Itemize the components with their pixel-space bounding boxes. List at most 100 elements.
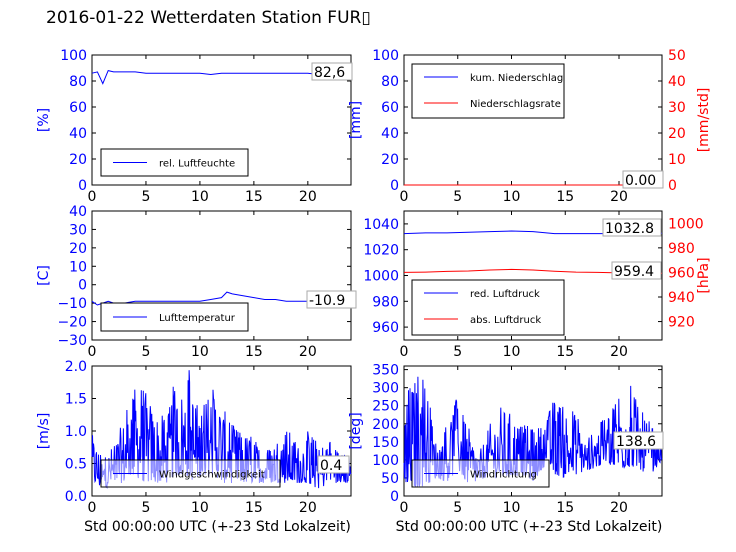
temperature-ytick-label: 20 [69,241,87,257]
temperature-ytick-label: 10 [69,259,87,275]
pressure-ytick-label: 1020 [363,243,399,259]
winddirection-ytick-label: 250 [372,399,399,415]
pressure-ytick-right-label: 1000 [668,216,704,232]
temperature-legend-label: Lufttemperatur [159,313,236,324]
humidity-xtick-label: 0 [88,189,97,205]
precipitation-ytick-label: 100 [372,48,399,64]
windspeed-ytick-label: 0.0 [65,489,87,505]
pressure-ytick-label: 1000 [363,269,399,285]
winddirection-ytick-label: 100 [372,453,399,469]
humidity-ytick-label: 40 [69,126,87,142]
pressure-ytick-label: 980 [372,294,399,310]
temperature-ytick-label: 40 [69,204,87,220]
precipitation-legend-label: kum. Niederschlag [470,73,563,84]
windspeed-xtick-label: 10 [191,500,209,516]
windspeed-value-label: 0.4 [320,458,342,474]
humidity-ytick-label: 60 [69,100,87,116]
precipitation-ytick-label: 20 [381,152,399,168]
humidity-ytick-label: 20 [69,152,87,168]
pressure-xtick-label: 20 [610,344,628,360]
precipitation-ytick-right-label: 50 [668,48,686,64]
winddirection-ytick-label: 50 [381,471,399,487]
humidity-xtick-label: 10 [191,189,209,205]
windspeed-ytick-label: 2.0 [65,359,87,375]
pressure-value-label: 1032.8 [605,221,654,237]
precipitation-value-label: 0.00 [625,173,656,189]
temperature-ytick-label: 30 [69,222,87,238]
precipitation-ytick-label: 80 [381,74,399,90]
pressure-value-box-right [611,261,662,280]
winddirection-ytick-label: 0 [390,489,399,505]
windspeed-xtick-label: 20 [299,500,317,516]
pressure-ytick-right-label: 940 [668,290,695,306]
precipitation-ytick-right-label: 20 [668,126,686,142]
temperature-ytick-label: −20 [57,315,87,331]
pressure-ytick-right-label: 920 [668,315,695,331]
winddirection-xtick-label: 5 [453,500,462,516]
temperature-xtick-label: 15 [245,344,263,360]
temperature-ytick-label: 0 [78,278,87,294]
precipitation-xtick-label: 5 [453,189,462,205]
winddirection-ytick-label: 150 [372,435,399,451]
pressure-legend-label: red. Luftdruck [470,289,540,300]
humidity-ylabel: [%] [36,108,52,132]
precipitation-xtick-label: 20 [610,189,628,205]
precipitation-ylabel: [mm] [348,101,364,139]
humidity-ytick-label: 0 [78,178,87,194]
pressure-ytick-label: 1040 [363,217,399,233]
winddirection-ytick-label: 200 [372,417,399,433]
temperature-value-box [306,290,357,309]
humidity-value-box [311,62,353,81]
windspeed-value-box [317,455,350,474]
temperature-xtick-label: 20 [299,344,317,360]
precipitation-xtick-label: 10 [503,189,521,205]
windspeed-xtick-label: 0 [88,500,97,516]
winddirection-ytick-label: 300 [372,381,399,397]
pressure-value-box [602,218,662,237]
pressure-xtick-label: 15 [556,344,574,360]
temperature-xtick-label: 0 [88,344,97,360]
humidity-xtick-label: 15 [245,189,263,205]
windspeed-xtick-label: 5 [141,500,150,516]
humidity-xtick-label: 20 [299,189,317,205]
winddirection-xtick-label: 15 [556,500,574,516]
winddirection-ylabel: [deg] [348,412,364,449]
pressure-value-label-right: 959.4 [614,264,654,280]
winddirection-xtick-label: 0 [400,500,409,516]
windspeed-xtick-label: 15 [245,500,263,516]
winddirection-value-label: 138.6 [616,434,656,450]
windspeed-xlabel: Std 00:00:00 UTC (+-23 Std Lokalzeit) [84,519,351,535]
precipitation-ytick-label: 0 [390,178,399,194]
windspeed-ytick-label: 1.5 [65,392,87,408]
precipitation-xtick-label: 0 [400,189,409,205]
temperature-ytick-label: −10 [57,296,87,312]
precipitation-ytick-label: 40 [381,126,399,142]
precipitation-ytick-right-label: 10 [668,152,686,168]
precipitation-value-box [622,170,664,189]
precipitation-legend-label: Niederschlagsrate [470,99,561,110]
precipitation-legend [411,63,565,119]
pressure-legend [411,279,565,336]
page-title: 2016-01-22 Wetterdaten Station FUR▯ [46,8,371,28]
pressure-legend-label: abs. Luftdruck [470,315,541,326]
precipitation-ylabel-right: [mm/std] [696,88,712,153]
winddirection-xtick-label: 20 [610,500,628,516]
humidity-legend-label: rel. Luftfeuchte [159,159,235,170]
temperature-xtick-label: 10 [191,344,209,360]
humidity-ytick-label: 100 [60,48,87,64]
precipitation-ytick-right-label: 30 [668,100,686,116]
temperature-xtick-label: 5 [141,344,150,360]
pressure-ytick-label: 960 [372,320,399,336]
humidity-xtick-label: 5 [141,189,150,205]
winddirection-legend-label: Windrichtung [470,470,537,481]
pressure-ytick-right-label: 960 [668,265,695,281]
temperature-value-label: -10.9 [309,293,345,309]
winddirection-ytick-label: 350 [372,363,399,379]
windspeed-ytick-label: 1.0 [65,424,87,440]
winddirection-xlabel: Std 00:00:00 UTC (+-23 Std Lokalzeit) [396,519,663,535]
precipitation-ytick-label: 60 [381,100,399,116]
windspeed-legend-label: Windgeschwindigkeit [159,470,265,481]
pressure-ytick-right-label: 980 [668,241,695,257]
precipitation-ytick-right-label: 0 [668,178,677,194]
